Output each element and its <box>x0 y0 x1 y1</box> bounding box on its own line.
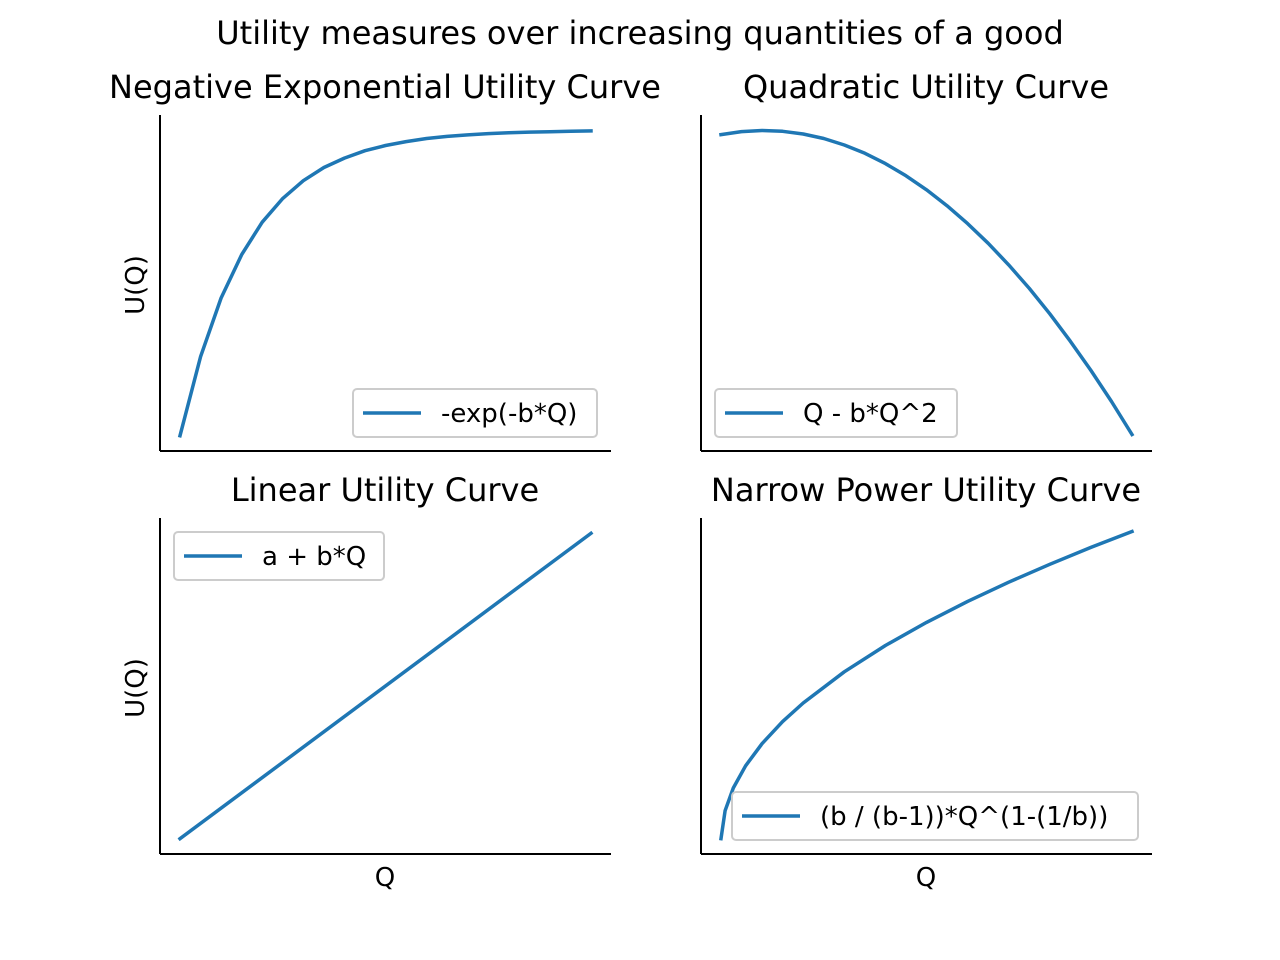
legend-frame <box>352 388 598 438</box>
plot-panel-quadratic: Q - b*Q^2 <box>700 115 1152 452</box>
legend-frame <box>714 388 958 438</box>
legend-quadratic: Q - b*Q^2 <box>714 388 958 438</box>
plot-panel-linear: a + b*Q <box>159 518 611 855</box>
legend-label: (b / (b-1))*Q^(1-(1/b)) <box>820 802 1108 832</box>
figure-title: Utility measures over increasing quantit… <box>216 14 1064 52</box>
series-line-quadratic <box>719 128 1135 437</box>
series-line-negative-exponential <box>177 129 593 438</box>
legend-label: a + b*Q <box>262 542 366 572</box>
legend-frame <box>173 531 385 581</box>
plot-panel-negative-exponential: -exp(-b*Q) <box>159 115 611 452</box>
legend-negative-exponential: -exp(-b*Q) <box>352 388 598 438</box>
legend-linear: a + b*Q <box>173 531 385 581</box>
panel-title-quadratic: Quadratic Utility Curve <box>742 68 1110 106</box>
legend-frame <box>731 791 1139 841</box>
series-line-narrow-power <box>719 529 1135 841</box>
panel-title-negative-exponential: Negative Exponential Utility Curve <box>109 68 661 106</box>
x-axis-label-bottom-left: Q <box>374 863 396 893</box>
panel-title-linear: Linear Utility Curve <box>230 471 540 509</box>
legend-narrow-power: (b / (b-1))*Q^(1-(1/b)) <box>731 791 1139 841</box>
legend-label: Q - b*Q^2 <box>803 399 938 429</box>
plot-panel-narrow-power: (b / (b-1))*Q^(1-(1/b)) <box>700 518 1152 855</box>
panel-title-narrow-power: Narrow Power Utility Curve <box>710 471 1142 509</box>
legend-label: -exp(-b*Q) <box>441 399 577 429</box>
series-line-linear <box>177 530 594 842</box>
x-axis-label-bottom-right: Q <box>915 863 937 893</box>
